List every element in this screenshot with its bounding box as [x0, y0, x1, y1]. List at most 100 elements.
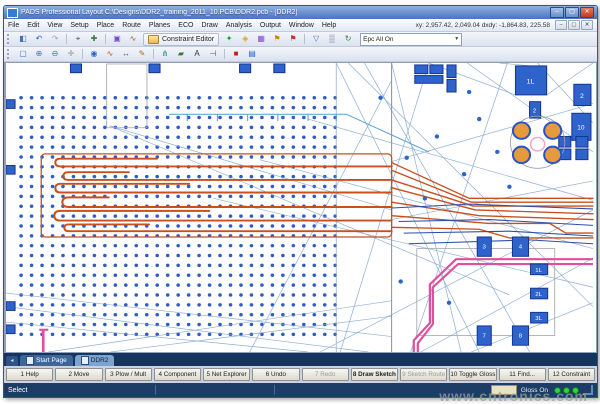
menu-view[interactable]: View [47, 21, 63, 29]
maximize-button[interactable]: ▢ [565, 7, 579, 18]
scattered-vias[interactable] [378, 89, 512, 305]
toolbar-grip[interactable] [7, 34, 12, 44]
toolbar-separator [66, 34, 67, 44]
tab-start-page[interactable]: Start Page [20, 355, 73, 366]
constraint-editor-button[interactable]: Constraint Editor [143, 32, 220, 46]
fnkey-2-move[interactable]: 2 Move [55, 368, 103, 381]
toolbar-separator [105, 34, 106, 44]
measure-icon[interactable]: ↔ [122, 49, 130, 58]
minimize-button[interactable]: – [550, 7, 564, 18]
fnkey-6-undo[interactable]: 6 Undo [252, 368, 300, 381]
menu-items: File Edit View Setup Place Route Planes ECO Draw… [8, 22, 344, 29]
layers-icon[interactable]: ▦ [257, 34, 265, 43]
resize-grip[interactable] [583, 385, 593, 395]
menu-output[interactable]: Output [259, 21, 281, 29]
toolbar-row-2: ▢ ⊕ ⊖ ✛ ◉ ∿ ↔ ✎ ⋔ ▰ A ⊣ ■ ▤ [4, 47, 597, 62]
route-icon[interactable]: ∿ [129, 34, 137, 43]
via-cluster[interactable] [509, 115, 566, 169]
drc-ok-icon[interactable]: ✦ [225, 34, 233, 43]
zoom-in-icon[interactable]: ⊕ [35, 49, 43, 58]
function-key-bar: 1 Help 2 Move 3 Plow / Mult 4 Component 5 Ne… [4, 366, 597, 383]
fnkey-4-component[interactable]: 4 Component [153, 368, 201, 381]
place-part-icon[interactable]: ▣ [113, 34, 121, 43]
menu-file[interactable]: File [8, 21, 20, 29]
top-edge-pads[interactable] [69, 63, 457, 93]
layer-stack-icon[interactable]: ▤ [248, 49, 256, 58]
menu-place[interactable]: Place [96, 21, 115, 29]
bga-dot-grid [19, 96, 338, 337]
orange-trace-bus[interactable] [40, 153, 594, 239]
scheme-dropdown[interactable]: Epc All On ▼ [360, 32, 463, 46]
toolbar-separator [224, 49, 225, 59]
menu-window[interactable]: Window [288, 21, 314, 29]
fnkey-1-help[interactable]: 1 Help [6, 368, 54, 381]
undo-icon[interactable]: ↶ [35, 34, 43, 43]
menu-setup[interactable]: Setup [70, 21, 89, 29]
hazard-warning-icon[interactable]: ⚑ [273, 34, 281, 43]
ratsnest-lines [6, 63, 594, 352]
status-led-icon [572, 386, 579, 394]
grid-icon[interactable]: ▒ [329, 34, 335, 43]
fnkey-9-sketch-route[interactable]: 9 Sketch Route [400, 368, 448, 381]
document-icon [26, 356, 34, 365]
refresh-icon[interactable]: ↻ [344, 34, 352, 43]
left-edge-pads[interactable] [6, 99, 16, 335]
tab-ddr2[interactable]: DDR2 [74, 355, 115, 366]
status-led-icon [554, 386, 561, 394]
status-led-icon [563, 386, 570, 394]
child-restore-button[interactable]: ▢ [568, 20, 580, 30]
menu-analysis[interactable]: Analysis [225, 21, 252, 29]
dimension-icon[interactable]: ⊣ [209, 49, 217, 58]
pcb-canvas[interactable]: 1L 2 10 2 [4, 62, 597, 353]
error-marker-icon[interactable]: ■ [233, 49, 239, 58]
fnkey-12-constraint[interactable]: 12 Constraint [547, 368, 595, 381]
move-icon[interactable]: ✚ [90, 34, 98, 43]
fnkey-10-toggle-gloss[interactable]: 10 Toggle Gloss [449, 368, 497, 381]
svg-text:2L: 2L [535, 292, 542, 298]
pink-diff-pair[interactable] [39, 258, 593, 352]
text-icon[interactable]: A [194, 49, 200, 58]
menu-eco[interactable]: ECO [178, 21, 194, 29]
filter-icon[interactable]: ▽ [313, 34, 320, 43]
fnkey-3-plow-mult[interactable]: 3 Plow / Mult [104, 368, 152, 381]
tab-scroll-left-button[interactable]: ◂ [6, 356, 18, 366]
svg-text:3: 3 [483, 245, 487, 251]
fnkey-5-net-explorer[interactable]: 5 Net Explorer [203, 368, 251, 381]
menu-help[interactable]: Help [321, 21, 337, 29]
svg-text:8: 8 [519, 334, 523, 340]
close-button[interactable]: ✕ [580, 7, 594, 18]
zoom-fit-icon[interactable]: ▢ [19, 49, 27, 58]
select-icon[interactable]: ⌖ [75, 34, 81, 43]
bottom-component-pads[interactable] [476, 236, 549, 346]
fnkey-7-redo[interactable]: 7 Redo [301, 368, 349, 381]
fnkey-8-draw-sketch[interactable]: 8 Draw Sketch [350, 368, 398, 381]
menu-draw[interactable]: Draw [201, 21, 218, 29]
pan-icon[interactable]: ✛ [67, 49, 75, 58]
app-window: PADS Professional Layout C:\Designs\DDR2… [3, 5, 598, 398]
blue-trace-bundle[interactable] [391, 203, 594, 245]
gloss-indicator[interactable]: Gloss On [520, 386, 548, 394]
hazard-error-icon[interactable]: ⚑ [289, 34, 297, 43]
menu-route[interactable]: Route [122, 21, 141, 29]
zoom-out-icon[interactable]: ⊖ [51, 49, 59, 58]
net-explorer-icon[interactable]: ⋔ [161, 49, 169, 58]
add-via-icon[interactable]: ◉ [90, 49, 98, 58]
fnkey-11-find-[interactable]: 11 Find... [498, 368, 546, 381]
bottom-component-pad-labels: 3 4 1L 2L 3L 7 8 [483, 245, 543, 340]
child-close-button[interactable]: ✕ [581, 20, 593, 30]
save-icon[interactable]: ◧ [19, 34, 27, 43]
child-minimize-button[interactable]: – [555, 20, 567, 30]
add-trace-icon[interactable]: ∿ [106, 49, 114, 58]
svg-text:4: 4 [519, 245, 523, 251]
svg-text:1L: 1L [535, 268, 542, 274]
edit-icon[interactable]: ✎ [138, 49, 146, 58]
tab-label: DDR2 [90, 357, 109, 364]
drc-info-icon[interactable]: ◈ [242, 34, 249, 43]
redo-icon[interactable]: ↷ [51, 34, 59, 43]
toolbar-row-1: ◧ ↶ ↷ ⌖ ✚ ▣ ∿ Constraint Editor ✦ ◈ ▦ ⚑ ⚑ ▽ ▒ ↻ Epc A… [4, 32, 597, 47]
plane-icon[interactable]: ▰ [177, 49, 185, 58]
toolbar-grip[interactable] [7, 49, 12, 59]
menu-edit[interactable]: Edit [27, 21, 40, 29]
menu-planes[interactable]: Planes [148, 21, 171, 29]
